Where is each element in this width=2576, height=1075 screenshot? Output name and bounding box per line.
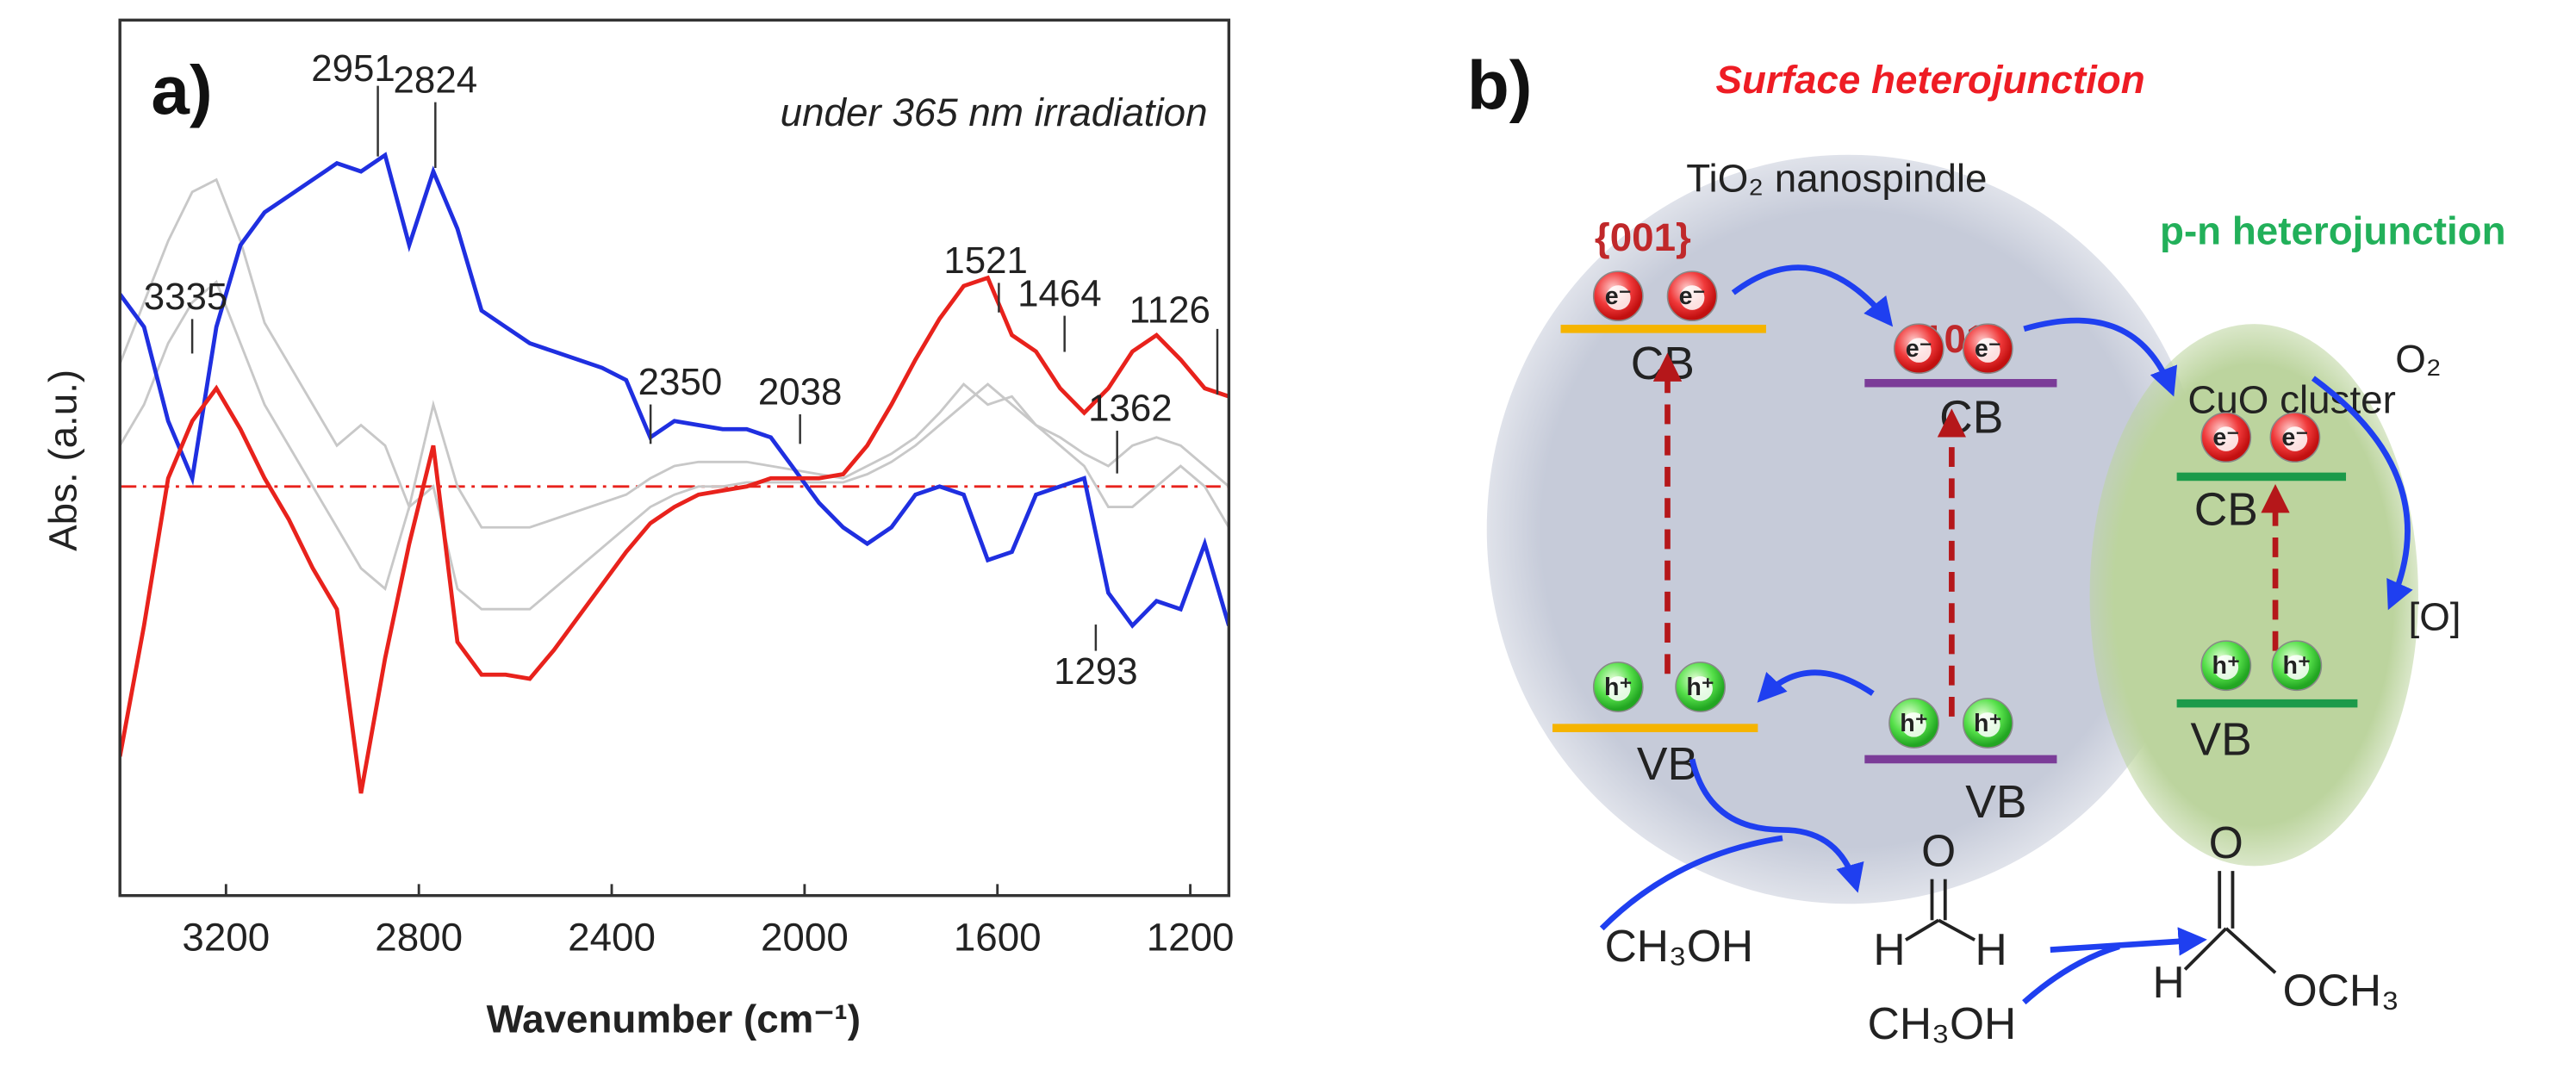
carrier-core: [2213, 426, 2239, 451]
molecule: CH₃OH: [1605, 921, 1754, 971]
spectrum-line: [120, 177, 1229, 529]
arrow: [1689, 758, 1864, 893]
carrier-core: [1976, 712, 2000, 737]
carrier-label: e⁻: [1679, 283, 1706, 310]
bonds: [1905, 871, 2277, 974]
carrier-label: h⁺: [1900, 710, 1928, 737]
atom: H: [1873, 924, 1905, 974]
carrier-label: e⁻: [1975, 335, 2001, 363]
carrier-label: e⁻: [2212, 424, 2239, 451]
carrier-core: [2284, 655, 2310, 680]
bond: [1938, 918, 1976, 941]
x-tick-label: 2800: [375, 915, 463, 959]
tio2-label: TiO₂ nanospindle: [1686, 156, 1987, 200]
peak-label: 3335: [144, 276, 228, 318]
band-label: CB: [2194, 485, 2258, 536]
band-label: VB: [1637, 739, 1698, 790]
spectrum-line: [120, 279, 1229, 611]
peak-label: 1464: [1017, 272, 1102, 314]
carrier-label: h⁺: [1974, 710, 2002, 737]
tio2-particle: [1486, 154, 2210, 904]
panel-label: a): [151, 52, 212, 128]
arrow: [1599, 835, 1783, 931]
peak-label: 1521: [943, 239, 1028, 282]
arrow: [2311, 376, 2413, 611]
spectrum-line: [120, 275, 1229, 794]
carrier-core: [1679, 285, 1705, 310]
spectrum-line: [120, 152, 1229, 629]
cuo-particle: [2089, 324, 2418, 867]
atom: H: [1976, 924, 2007, 974]
band-label: CB: [1631, 339, 1695, 389]
transfer-arrows: [1599, 264, 2413, 1005]
carrier-core: [2282, 426, 2308, 451]
title: Surface heterojunction: [1715, 58, 2144, 102]
panel-label: b): [1467, 47, 1533, 123]
product-label: [O]: [2408, 594, 2461, 638]
carrier-core: [1688, 676, 1713, 701]
arrow: [2022, 943, 2120, 1005]
carrier-core: [1605, 285, 1631, 310]
note: under 365 nm irradiation: [781, 90, 1208, 134]
carrier-label: h⁺: [2212, 652, 2241, 680]
atom: H: [2153, 957, 2185, 1007]
x-tick-label: 1200: [1147, 915, 1235, 959]
arrow: [1731, 264, 1894, 327]
peak-label: 2038: [758, 371, 843, 413]
bond: [2224, 927, 2277, 974]
carrier-core: [1976, 338, 2000, 363]
peak-label: 2824: [394, 59, 478, 101]
carrier-label: h⁺: [1604, 674, 1633, 701]
carrier-label: e⁻: [1906, 335, 1932, 363]
carrier-core: [1906, 338, 1932, 363]
atom: OCH₃: [2283, 966, 2399, 1016]
carrier-label: e⁻: [2281, 424, 2308, 451]
atom: O: [2209, 817, 2243, 867]
peak-label: 1293: [1054, 650, 1138, 693]
peak-label: 2350: [638, 361, 723, 403]
carriers: e⁻ e⁻ e⁻ e⁻ e⁻ e⁻ h⁺ h⁺ h⁺ h⁺ h⁺ h⁺: [1592, 270, 2323, 749]
bond: [1905, 918, 1940, 941]
arrow: [1757, 669, 1875, 703]
x-axis-title: Wavenumber (cm⁻¹): [487, 997, 861, 1041]
peak-label: 1362: [1088, 388, 1173, 430]
x-tick-label: 2400: [568, 915, 656, 959]
pn-label: p-n heterojunction: [2160, 208, 2506, 252]
facet-label: {001}: [1595, 215, 1691, 259]
molecule: CH₃OH: [1868, 998, 2017, 1048]
arrow: [2023, 317, 2178, 397]
peak-label: 1126: [1129, 289, 1210, 331]
arrow: [2050, 927, 2207, 956]
peak-label: 2951: [311, 47, 395, 90]
plot-frame: [118, 18, 1231, 898]
carrier-label: h⁺: [1686, 674, 1714, 701]
band-label: VB: [1965, 777, 2026, 828]
x-tick-label: 1600: [954, 915, 1042, 959]
band-label: VB: [2191, 714, 2252, 765]
reactant-label: O₂: [2395, 337, 2441, 381]
carrier-core: [2213, 655, 2239, 680]
carrier-label: e⁻: [1605, 283, 1632, 310]
scheme: b) Surface heterojunction TiO₂ nanospind…: [1467, 47, 2506, 1047]
bond: [2183, 927, 2228, 971]
y-axis-title: Abs. (a.u.): [40, 370, 84, 551]
carrier-core: [1901, 712, 1926, 737]
x-tick-label: 3200: [182, 915, 270, 959]
atom: O: [1921, 826, 1956, 876]
x-tick-label: 2000: [761, 915, 849, 959]
carrier-label: h⁺: [2283, 652, 2312, 680]
carrier-core: [1605, 676, 1631, 701]
